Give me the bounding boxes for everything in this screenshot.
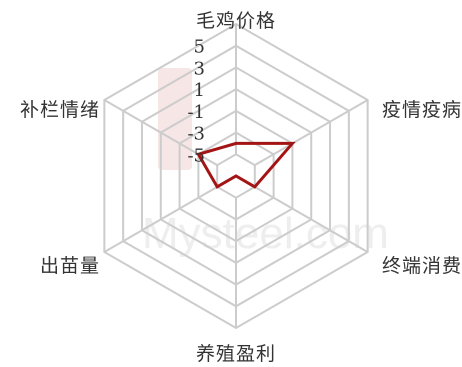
spoke-2 [254, 185, 369, 253]
series-line-0 [196, 141, 296, 189]
spoke-4 [103, 185, 218, 253]
radar-tick-labels: 531-1-3-5 [187, 37, 205, 167]
tick-label: 5 [194, 37, 205, 58]
tick-label: -1 [187, 102, 205, 123]
axis-label-4: 出苗量 [40, 255, 100, 277]
axis-label-5: 补栏情绪 [20, 99, 100, 121]
tick-label: 3 [194, 58, 205, 79]
axis-label-2: 终端消费 [382, 255, 462, 277]
axis-label-1: 疫情疫病 [382, 99, 462, 121]
tick-label: -5 [187, 145, 205, 166]
tick-label: -3 [187, 124, 205, 145]
axis-label-0: 毛鸡价格 [196, 10, 276, 32]
tick-label: 1 [194, 80, 205, 101]
watermark-logo-box [158, 68, 192, 170]
spoke-1 [254, 99, 369, 167]
axis-label-3: 养殖盈利 [196, 343, 276, 365]
radar-series [196, 141, 296, 189]
radar-grid [103, 22, 369, 330]
